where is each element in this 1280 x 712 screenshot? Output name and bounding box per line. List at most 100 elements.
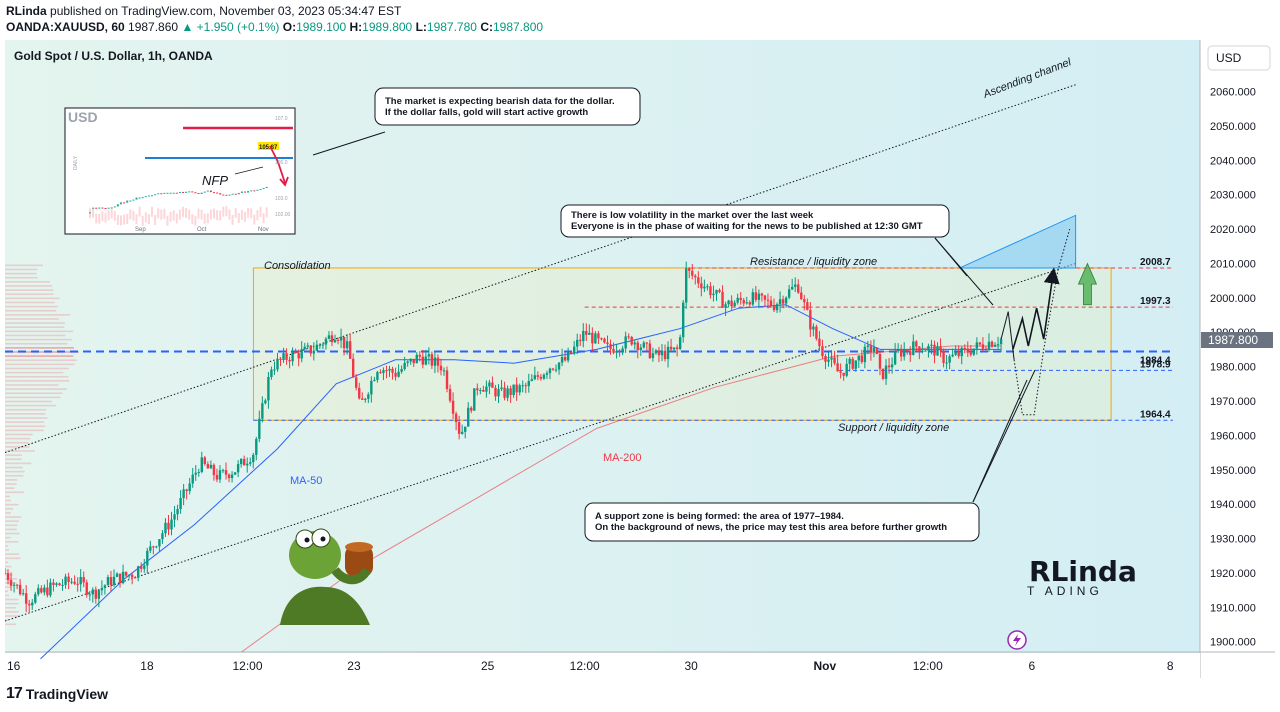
candle-body <box>658 350 660 355</box>
inset-candle <box>154 194 156 195</box>
inset-candle <box>213 192 215 193</box>
y-tick-label: 1960.000 <box>1210 430 1256 442</box>
inset-candle <box>207 191 209 192</box>
candle-body <box>743 300 745 303</box>
candle-body <box>615 351 617 353</box>
candle-body <box>188 484 190 492</box>
candle-body <box>603 339 605 343</box>
candle-body <box>422 357 424 365</box>
candle-body <box>861 355 863 362</box>
candle-body <box>612 349 614 353</box>
candle-body <box>134 577 136 578</box>
callout-low-line1: A support zone is being formed: the area… <box>595 511 844 522</box>
candle-body <box>830 357 832 359</box>
volume-profile-bar <box>5 442 29 444</box>
high-label: H: <box>350 20 363 34</box>
candle-body <box>440 366 442 371</box>
candle-body <box>894 351 896 364</box>
candle-body <box>812 327 814 330</box>
candle-body <box>682 303 684 338</box>
candle-body <box>691 271 693 276</box>
candle-body <box>467 408 469 427</box>
inset-volume-bar <box>222 207 224 217</box>
inset-volume-bar <box>210 209 212 219</box>
volume-profile-bar <box>5 549 9 551</box>
candle-body <box>948 356 950 362</box>
inset-candle <box>235 194 237 195</box>
inset-volume-bar <box>154 215 156 225</box>
candle-body <box>546 373 548 375</box>
inset-volume-bar <box>191 214 193 224</box>
candle-body <box>449 389 451 401</box>
candle-body <box>827 360 829 362</box>
inset-candle <box>253 190 255 191</box>
inset-candle <box>204 192 206 193</box>
candle-body <box>391 369 393 373</box>
candle-body <box>588 333 590 335</box>
volume-profile-bar <box>5 425 45 427</box>
candle-body <box>606 343 608 345</box>
inset-candle <box>142 197 144 198</box>
candle-body <box>597 333 599 338</box>
candle-body <box>170 520 172 530</box>
volume-profile-bar <box>5 537 11 539</box>
close-value: 1987.800 <box>493 20 543 34</box>
candle-body <box>679 337 681 349</box>
inset-volume-bar <box>256 210 258 220</box>
candle-body <box>307 345 309 346</box>
y-tick-label: 1900.000 <box>1210 637 1256 649</box>
lightning-icon[interactable] <box>1008 631 1026 649</box>
candle-body <box>746 302 748 303</box>
candle-body <box>579 340 581 341</box>
candle-body <box>22 593 24 594</box>
candle-body <box>585 331 587 335</box>
inset-label: USD <box>68 109 98 125</box>
candle-body <box>340 337 342 341</box>
inset-volume-bar <box>244 212 246 222</box>
inset-candle <box>101 208 103 209</box>
candle-body <box>346 341 348 348</box>
candle-body <box>210 465 212 469</box>
volume-profile-bar <box>5 487 14 489</box>
inset-volume-bar <box>108 210 110 220</box>
annotation-consolidation: Consolidation <box>264 260 331 272</box>
volume-profile-bar <box>5 446 29 448</box>
volume-profile-bar <box>5 463 31 465</box>
candle-body <box>179 498 181 509</box>
candle-body <box>515 385 517 393</box>
candle-body <box>143 566 145 569</box>
inset-volume-bar <box>157 208 159 218</box>
candle-body <box>243 459 245 465</box>
inset-volume-bar <box>235 208 237 218</box>
candle-body <box>970 353 972 355</box>
candle-body <box>930 345 932 346</box>
inset-volume-bar <box>247 208 249 218</box>
candle-body <box>10 580 12 586</box>
candle-body <box>352 359 354 378</box>
candle-body <box>564 357 566 360</box>
candle-body <box>488 383 490 387</box>
close-label: C: <box>480 20 493 34</box>
candle-body <box>403 363 405 369</box>
candle-body <box>561 357 563 363</box>
inset-x-oct: Oct <box>197 227 207 233</box>
candle-body <box>864 347 866 362</box>
price-chart[interactable]: 2008.7 1997.3 1984.41978.9 1964.4 1900.000 1… <box>5 40 1275 678</box>
candle-body <box>225 470 227 475</box>
callout-low-line2: On the background of news, the price may… <box>595 522 947 533</box>
candle-body <box>419 355 421 357</box>
x-tick-label: 8 <box>1167 659 1174 673</box>
candle-body <box>464 427 466 432</box>
candle-body <box>788 289 790 297</box>
inset-volume-bar <box>148 214 150 224</box>
candle-body <box>712 294 714 295</box>
candle-body <box>497 389 499 396</box>
candle-body <box>646 343 648 344</box>
inset-candle <box>170 193 172 194</box>
candle-body <box>73 582 75 584</box>
inset-volume-bar <box>167 216 169 226</box>
volume-profile-bar <box>5 277 38 279</box>
candle-body <box>79 577 81 584</box>
candle-body <box>670 347 672 350</box>
x-tick-label: 25 <box>481 659 495 673</box>
